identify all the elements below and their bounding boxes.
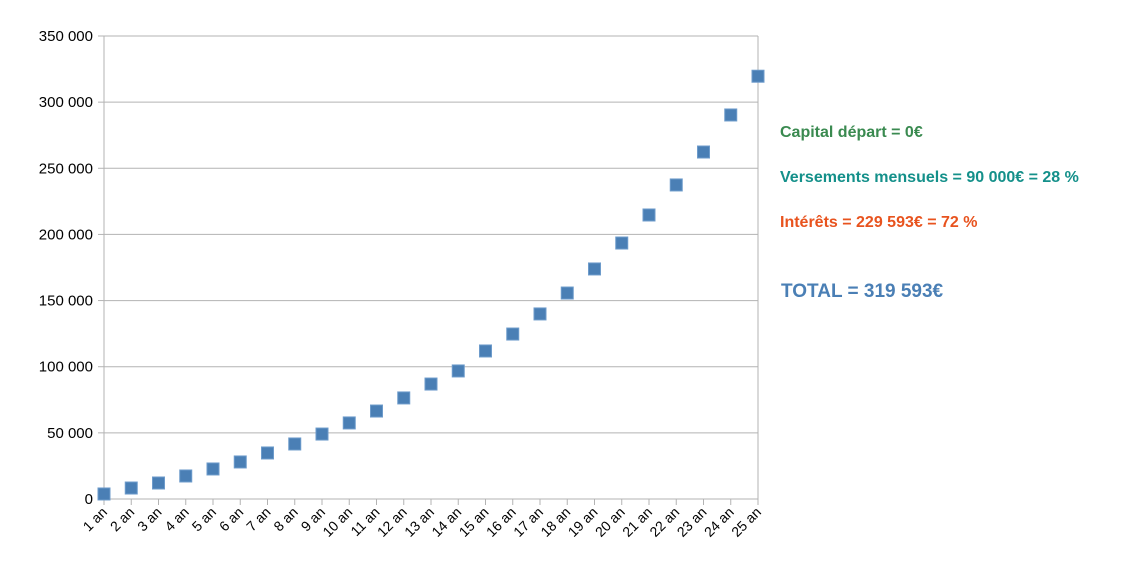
y-tick-label: 150 000 bbox=[39, 293, 93, 310]
data-point bbox=[642, 208, 656, 222]
x-tick-label: 25 an bbox=[728, 504, 764, 540]
data-point bbox=[97, 487, 111, 501]
x-tick-label: 21 an bbox=[619, 504, 655, 540]
y-tick-label: 200 000 bbox=[39, 226, 93, 243]
data-point bbox=[261, 446, 274, 460]
data-point bbox=[560, 286, 574, 300]
annotation-capital: Capital départ = 0€ bbox=[780, 124, 923, 141]
data-point bbox=[533, 307, 547, 321]
x-tick-label: 22 an bbox=[646, 504, 682, 540]
data-point bbox=[288, 437, 302, 451]
data-point bbox=[370, 404, 383, 418]
data-point bbox=[615, 236, 629, 250]
x-tick-label: 3 an bbox=[134, 504, 165, 535]
x-tick-label: 6 an bbox=[216, 504, 247, 535]
data-point bbox=[152, 476, 165, 490]
x-tick-label: 8 an bbox=[270, 504, 301, 535]
y-tick-label: 300 000 bbox=[39, 94, 93, 111]
x-tick-label: 5 an bbox=[189, 504, 220, 535]
data-point bbox=[588, 262, 601, 276]
data-point bbox=[451, 364, 465, 378]
y-tick-label: 100 000 bbox=[39, 359, 93, 376]
data-point bbox=[751, 69, 765, 83]
x-tick-label: 14 an bbox=[428, 504, 464, 540]
x-tick-label: 2 an bbox=[107, 504, 138, 535]
x-tick-label: 24 an bbox=[701, 504, 737, 540]
data-point bbox=[479, 344, 492, 358]
data-point bbox=[397, 391, 411, 405]
data-point bbox=[342, 416, 356, 430]
x-tick-label: 23 an bbox=[674, 504, 710, 540]
x-tick-label: 10 an bbox=[319, 504, 355, 540]
data-point bbox=[669, 178, 683, 192]
data-point bbox=[506, 327, 520, 341]
x-tick-label: 15 an bbox=[456, 504, 492, 540]
data-point bbox=[697, 145, 710, 159]
data-point bbox=[315, 427, 329, 441]
x-tick-label: 20 an bbox=[592, 504, 628, 540]
x-tick-label: 19 an bbox=[565, 504, 601, 540]
x-tick-label: 17 an bbox=[510, 504, 546, 540]
y-tick-label: 0 bbox=[85, 491, 93, 508]
annotation-total: TOTAL = 319 593€ bbox=[781, 281, 944, 302]
y-tick-label: 350 000 bbox=[39, 28, 93, 45]
data-point bbox=[206, 462, 220, 476]
annotation-interets: Intérêts = 229 593€ = 72 % bbox=[780, 214, 978, 231]
annotation-versements: Versements mensuels = 90 000€ = 28 % bbox=[780, 169, 1079, 186]
y-tick-label: 50 000 bbox=[47, 425, 93, 442]
x-tick-label: 11 an bbox=[347, 504, 382, 539]
x-tick-label: 12 an bbox=[374, 504, 410, 540]
x-tick-label: 7 an bbox=[243, 504, 274, 535]
x-tick-label: 1 an bbox=[80, 504, 111, 535]
data-point bbox=[424, 377, 438, 391]
x-tick-label: 16 an bbox=[483, 504, 519, 540]
data-point bbox=[179, 469, 193, 483]
y-tick-label: 250 000 bbox=[39, 160, 93, 177]
x-tick-label: 4 an bbox=[161, 504, 192, 535]
data-point bbox=[724, 108, 738, 122]
data-point bbox=[124, 481, 138, 495]
data-point bbox=[233, 455, 247, 469]
x-tick-label: 13 an bbox=[401, 504, 437, 540]
x-tick-label: 18 an bbox=[537, 504, 573, 540]
